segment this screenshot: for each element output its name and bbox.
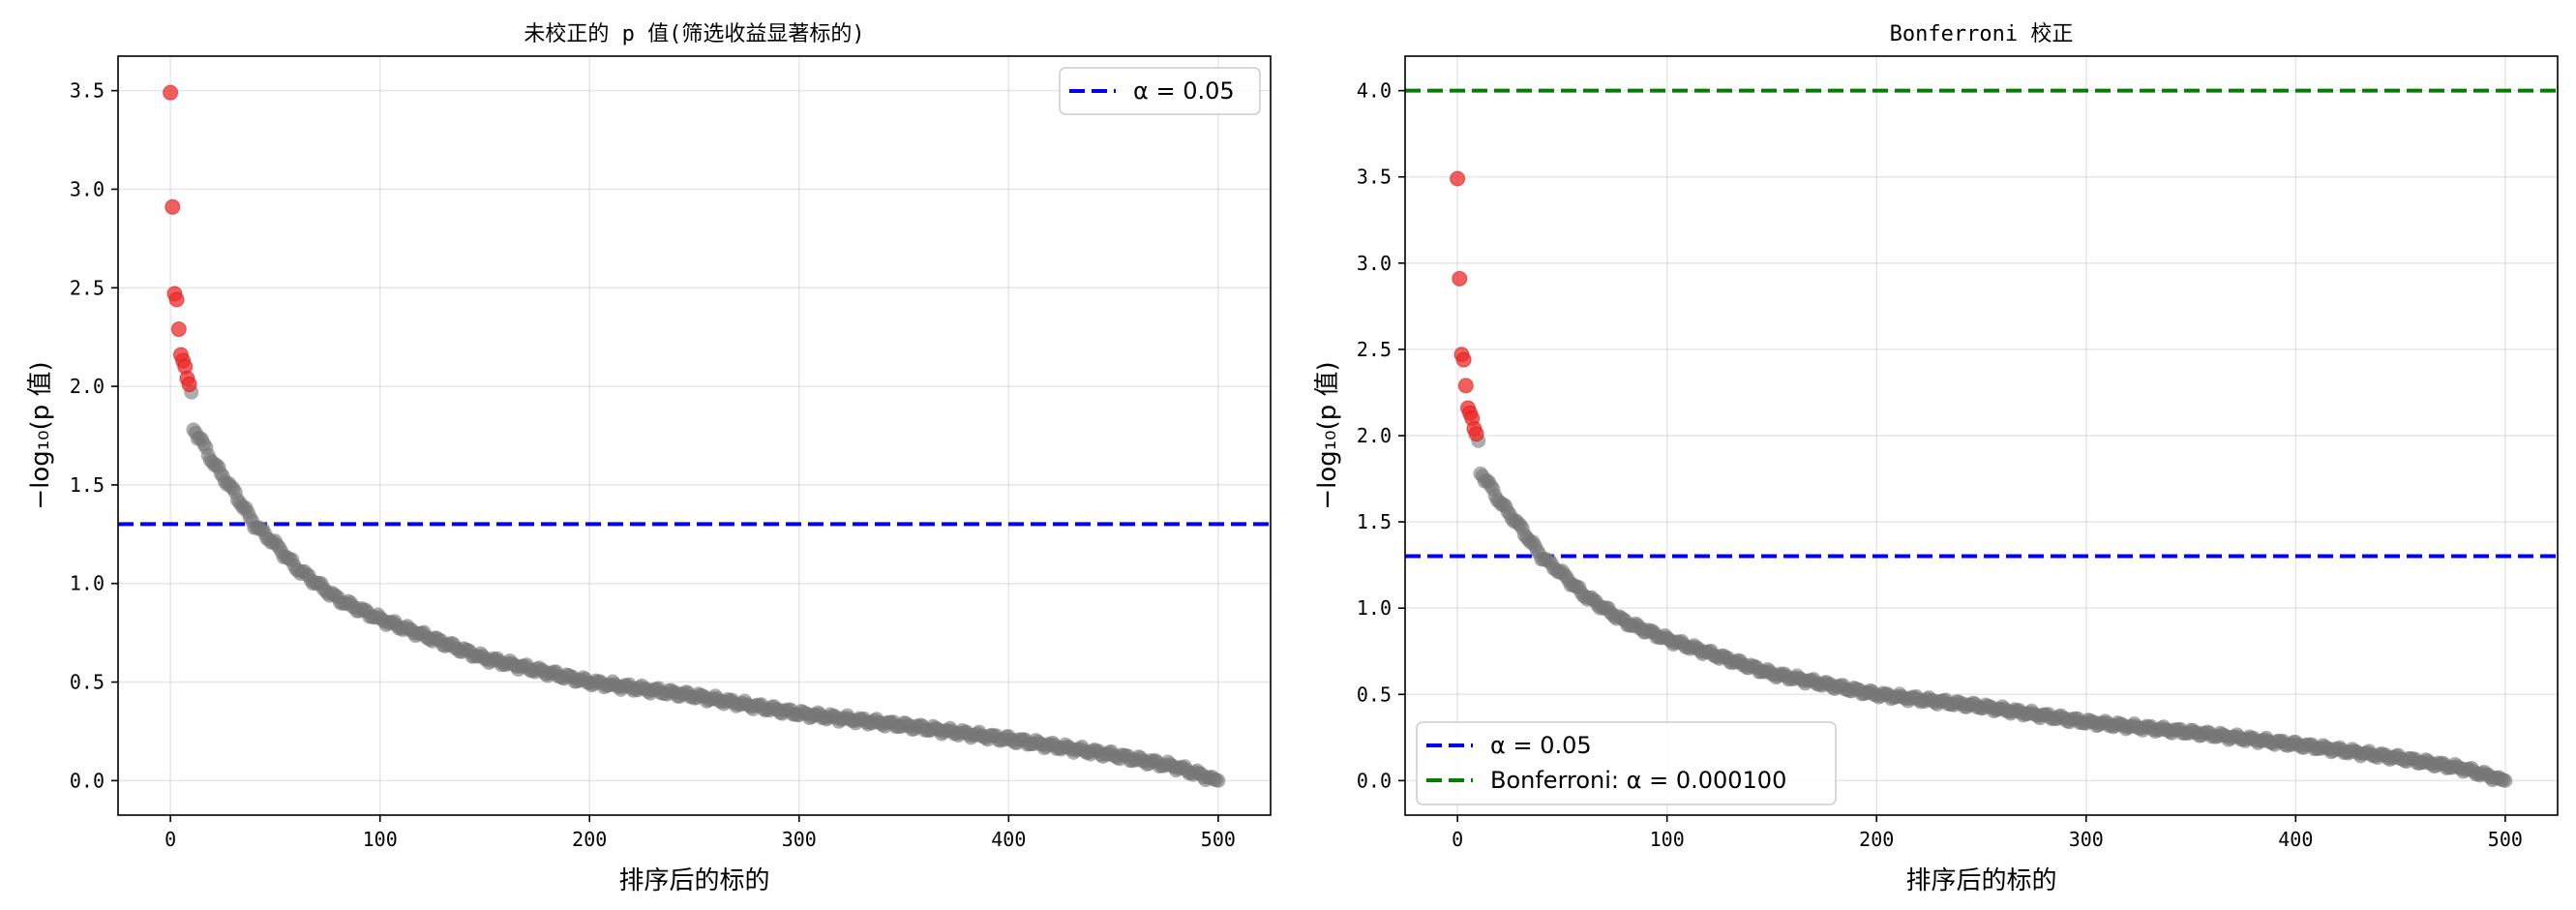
x-tick-label: 500 bbox=[1201, 828, 1236, 851]
data-point-significant bbox=[1452, 270, 1468, 287]
y-tick-label: 3.0 bbox=[70, 177, 105, 200]
y-tick-label: 0.0 bbox=[70, 769, 105, 792]
y-tick-label: 1.0 bbox=[70, 572, 105, 595]
legend-label: α = 0.05 bbox=[1133, 77, 1235, 105]
y-tick-label: 1.5 bbox=[70, 473, 105, 497]
legend: α = 0.05 bbox=[1059, 67, 1261, 115]
y-tick-label: 1.0 bbox=[1357, 596, 1392, 620]
x-tick-label: 0 bbox=[1452, 828, 1463, 851]
plot-frame bbox=[117, 55, 1272, 816]
x-tick-label: 0 bbox=[165, 828, 176, 851]
y-tick-label: 0.5 bbox=[1357, 682, 1392, 706]
data-point-nonsignificant bbox=[1211, 773, 1226, 788]
y-tick-label: 3.5 bbox=[1357, 166, 1392, 189]
x-tick-label: 400 bbox=[2278, 828, 2313, 851]
data-point-significant bbox=[165, 198, 181, 215]
legend-box bbox=[1059, 67, 1261, 115]
data-point-significant bbox=[1468, 426, 1484, 442]
legend-box bbox=[1416, 721, 1837, 805]
plot-area bbox=[118, 84, 1271, 788]
chart-title: Bonferroni 校正 bbox=[1890, 22, 2074, 46]
y-tick-label: 2.5 bbox=[70, 276, 105, 299]
legend: α = 0.05 Bonferroni: α = 0.000100 bbox=[1416, 721, 1837, 805]
x-tick-label: 300 bbox=[782, 828, 817, 851]
plot-area bbox=[1405, 88, 2558, 788]
x-tick-label: 500 bbox=[2488, 828, 2523, 851]
y-tick-label: 3.5 bbox=[70, 79, 105, 103]
y-tick-label: 0.5 bbox=[70, 671, 105, 694]
x-axis-label: 排序后的标的 bbox=[618, 866, 769, 895]
x-axis-label: 排序后的标的 bbox=[1905, 866, 2056, 895]
legend-label: Bonferroni: α = 0.000100 bbox=[1490, 767, 1786, 794]
x-tick-label: 200 bbox=[1859, 828, 1894, 851]
chart-panel-1: 0 100 200 300 400 500 0.0 0.5 1.0 1.5 2.0 2.5 3.0 3.5… bbox=[26, 22, 1272, 895]
y-tick-label: 3.0 bbox=[1357, 252, 1392, 275]
y-tick-label: 4.0 bbox=[1357, 79, 1392, 103]
data-point-significant bbox=[163, 84, 179, 101]
y-axis-label: −log₁₀(p 值) bbox=[1313, 361, 1342, 509]
data-point-nonsignificant bbox=[2498, 773, 2513, 788]
chart-panel-2: 0 100 200 300 400 500 0.0 0.5 1.0 1.5 2.0 2.5 3.0 3.5… bbox=[1313, 22, 2559, 895]
data-point-significant bbox=[168, 291, 185, 308]
x-tick-label: 100 bbox=[363, 828, 398, 851]
y-axis-label: −log₁₀(p 值) bbox=[26, 361, 55, 509]
y-tick-label: 2.0 bbox=[1357, 424, 1392, 447]
data-point-significant bbox=[1457, 378, 1474, 394]
y-tick-label: 2.5 bbox=[1357, 338, 1392, 361]
data-point-significant bbox=[1455, 351, 1472, 368]
y-tick-label: 1.5 bbox=[1357, 510, 1392, 533]
x-tick-label: 100 bbox=[1650, 828, 1685, 851]
x-tick-label: 200 bbox=[572, 828, 607, 851]
x-tick-label: 300 bbox=[2069, 828, 2104, 851]
y-tick-label: 2.0 bbox=[70, 375, 105, 398]
data-point-significant bbox=[170, 321, 187, 338]
chart-title: 未校正的 p 值(筛选收益显著标的) bbox=[524, 22, 864, 46]
data-point-significant bbox=[1450, 170, 1466, 187]
legend-label: α = 0.05 bbox=[1490, 732, 1592, 759]
y-tick-label: 0.0 bbox=[1357, 769, 1392, 792]
data-point-significant bbox=[181, 377, 197, 393]
x-tick-label: 400 bbox=[991, 828, 1026, 851]
